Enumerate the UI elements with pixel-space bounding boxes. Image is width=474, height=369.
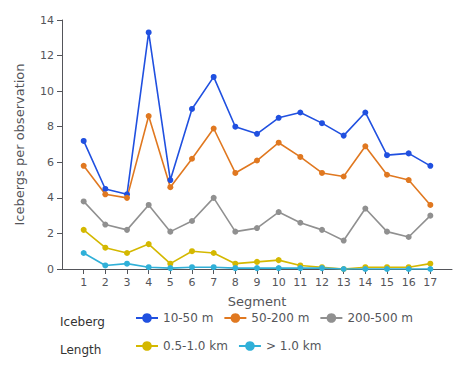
svg-text:50-200 m: 50-200 m	[251, 311, 309, 325]
svg-text:3: 3	[124, 276, 131, 289]
svg-text:Icebergs per observation: Icebergs per observation	[12, 63, 27, 225]
svg-text:13: 13	[337, 276, 351, 289]
svg-text:15: 15	[380, 276, 394, 289]
svg-text:0: 0	[47, 263, 54, 276]
svg-text:Length: Length	[60, 343, 101, 357]
svg-text:10: 10	[40, 85, 54, 98]
svg-text:10-50 m: 10-50 m	[163, 311, 213, 325]
svg-text:0.5-1.0 km: 0.5-1.0 km	[163, 339, 228, 353]
svg-text:4: 4	[145, 276, 152, 289]
svg-text:5: 5	[167, 276, 174, 289]
svg-text:14: 14	[40, 14, 54, 27]
svg-text:6: 6	[189, 276, 196, 289]
svg-text:Segment: Segment	[228, 294, 287, 309]
svg-text:7: 7	[210, 276, 217, 289]
svg-text:12: 12	[315, 276, 329, 289]
svg-text:16: 16	[402, 276, 416, 289]
svg-text:8: 8	[47, 120, 54, 133]
svg-text:14: 14	[358, 276, 372, 289]
svg-text:Iceberg: Iceberg	[60, 315, 105, 329]
svg-text:200-500 m: 200-500 m	[347, 311, 413, 325]
svg-text:12: 12	[40, 49, 54, 62]
svg-text:2: 2	[102, 276, 109, 289]
svg-text:17: 17	[423, 276, 437, 289]
svg-text:6: 6	[47, 156, 54, 169]
svg-text:10: 10	[272, 276, 286, 289]
svg-text:11: 11	[293, 276, 307, 289]
svg-text:8: 8	[232, 276, 239, 289]
svg-text:4: 4	[47, 191, 54, 204]
svg-text:1: 1	[80, 276, 87, 289]
svg-text:2: 2	[47, 227, 54, 240]
svg-text:> 1.0 km: > 1.0 km	[266, 339, 321, 353]
svg-text:9: 9	[254, 276, 261, 289]
